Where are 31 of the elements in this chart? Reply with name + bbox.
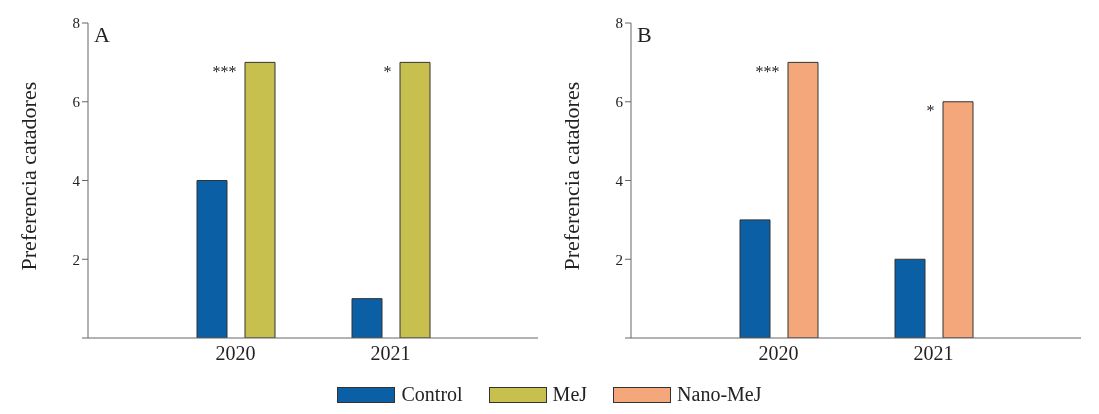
x-tick-label: 2021: [913, 342, 954, 365]
y-tick-label: 6: [615, 94, 624, 111]
annotation: ***: [212, 62, 237, 80]
y-tick-label: 4: [72, 172, 81, 189]
legend-label: MeJ: [552, 383, 588, 406]
y-tick-label: 8: [615, 15, 623, 32]
y-tick-label: 2: [72, 251, 80, 268]
y-tick-label: 4: [615, 172, 624, 189]
bar: [787, 61, 819, 338]
legend-label: Control: [401, 383, 463, 406]
y-tick-label: 8: [72, 15, 80, 32]
y-axis-title: Preferencia catadores: [15, 81, 41, 271]
bar: [399, 61, 431, 338]
x-tick-label: 2020: [758, 342, 799, 365]
bar: [196, 180, 228, 338]
y-tick-label: 6: [72, 94, 81, 111]
x-tick-label: 2020: [215, 342, 256, 365]
annotation: B: [637, 22, 652, 48]
annotation: *: [926, 102, 935, 120]
bar: [244, 61, 276, 338]
bar: [351, 298, 383, 338]
annotation: ***: [755, 62, 780, 80]
x-tick-label: 2021: [370, 342, 411, 365]
y-tick-label: 2: [615, 251, 623, 268]
bar: [942, 101, 974, 338]
legend-label: Nano-MeJ: [677, 383, 762, 406]
y-axis-title: Preferencia catadores: [558, 81, 584, 271]
bar: [894, 258, 926, 338]
annotation: A: [94, 22, 110, 48]
annotation: *: [383, 62, 392, 80]
bar: [739, 219, 771, 338]
